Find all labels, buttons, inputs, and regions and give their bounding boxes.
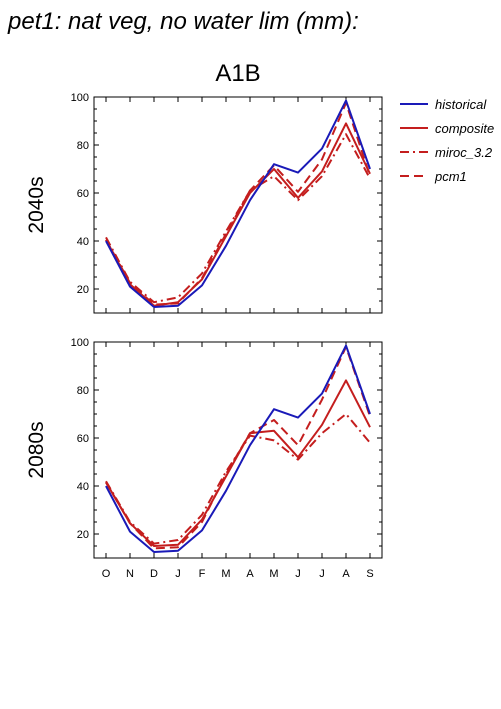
- y-tick-label: 100: [71, 92, 89, 104]
- series-line-miroc-3-2: [105, 413, 371, 545]
- x-tick-label: M: [221, 568, 230, 580]
- y-axis-label: 2080s: [25, 421, 48, 478]
- x-tick-label: N: [126, 568, 134, 580]
- legend-label: miroc_3.2: [435, 145, 493, 160]
- y-tick-label: 60: [77, 433, 89, 445]
- y-tick-label: 80: [77, 385, 89, 397]
- series-line-historical: [105, 344, 371, 553]
- x-tick-label: A: [342, 568, 350, 580]
- series-line-composite: [105, 379, 371, 547]
- legend: historical composite miroc_3.2 pcm1: [400, 97, 494, 184]
- chart-title: A1B: [215, 60, 260, 87]
- y-tick-label: 80: [77, 140, 89, 152]
- y-tick-label: 40: [77, 236, 89, 248]
- series-line-composite: [105, 122, 371, 307]
- y-tick-label: 20: [77, 284, 89, 296]
- series-line-historical: [105, 99, 371, 308]
- y-axis-label: 2040s: [25, 176, 48, 233]
- plot-frame: [93, 341, 383, 559]
- x-tick-label: F: [199, 568, 206, 580]
- x-tick-label: J: [295, 568, 301, 580]
- x-tick-label: J: [175, 568, 181, 580]
- y-tick-label: 40: [77, 481, 89, 493]
- y-tick-label: 100: [71, 337, 89, 349]
- chart-panel-1: 20 40 60 80 100 2040s A1B: [25, 60, 383, 314]
- y-tick-label: 60: [77, 188, 89, 200]
- plot-frame: [93, 96, 383, 314]
- legend-label: composite: [435, 121, 494, 136]
- x-tick-label: D: [150, 568, 158, 580]
- x-tick-label: S: [366, 568, 373, 580]
- x-tick-label: A: [246, 568, 254, 580]
- legend-label: historical: [435, 97, 487, 112]
- legend-label: pcm1: [434, 169, 467, 184]
- x-tick-label: O: [102, 568, 111, 580]
- series-line-miroc-3-2: [105, 133, 371, 304]
- y-tick-label: 20: [77, 529, 89, 541]
- chart-panel-2: 20 40 60 80 100 O N D J F M A M J J A S 2080s: [25, 337, 383, 580]
- x-tick-label: M: [269, 568, 278, 580]
- page-title: pet1: nat veg, no water lim (mm):: [8, 8, 359, 35]
- x-tick-label: J: [319, 568, 325, 580]
